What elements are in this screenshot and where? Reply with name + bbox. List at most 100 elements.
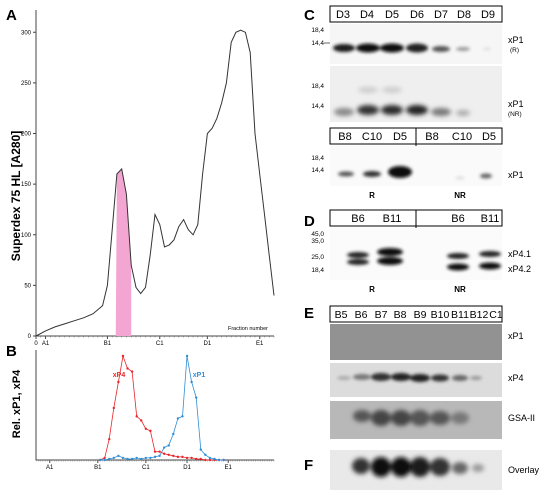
- point-xP4-13: [158, 450, 161, 453]
- point-xP1-8: [135, 456, 138, 460]
- lane-e-7: B12: [470, 309, 489, 321]
- point-xP1-10: [144, 456, 148, 460]
- point-xP1-20: [190, 380, 193, 384]
- lane-e-5: B10: [431, 309, 450, 321]
- chart-a: 0 50 100 150 200 250 300 0 A1 B1 C1 D1 E1 Superdex …: [9, 10, 275, 347]
- gel-c-bands-r: [333, 43, 491, 53]
- y-tick-label-a-3: 150: [21, 182, 32, 188]
- lane-c1-4: D7: [434, 9, 448, 21]
- label-e-0: xP1: [508, 331, 524, 341]
- y-tick-label-a-6: 300: [21, 30, 32, 36]
- chromatogram-line: [35, 29, 275, 337]
- mw-c3-1: 14,4: [311, 167, 324, 174]
- cond-d-r: R: [369, 285, 375, 294]
- point-xP4-22: [199, 457, 202, 461]
- lane-e-4: B9: [414, 309, 427, 321]
- lane-c3-3: B8: [425, 131, 438, 143]
- point-xP4-12: [153, 450, 157, 453]
- x-tick-label-b-2: C1: [142, 465, 150, 471]
- lane-c3-2: D5: [393, 131, 407, 143]
- point-xP1-6: [126, 457, 129, 461]
- lane-e-2: B7: [375, 309, 388, 321]
- x-tick-label-b-3: D1: [183, 465, 191, 471]
- y-tick-label-a-5: 250: [21, 81, 32, 87]
- lane-c3-0: B8: [338, 131, 351, 143]
- label-c2-sub: (NR): [508, 111, 522, 118]
- point-xP1-9: [140, 457, 143, 461]
- point-xP4-1: [103, 456, 106, 460]
- cond-c-nr: NR: [454, 191, 466, 200]
- gel-c-bands-nr: [334, 87, 470, 116]
- mw-c3-0: 18,4: [311, 155, 324, 162]
- x-tick-label-a-3: C1: [156, 341, 164, 347]
- point-xP4-18: [181, 455, 184, 459]
- point-xP4-7: [130, 370, 134, 373]
- lane-c1-3: D6: [410, 9, 424, 21]
- mw-c2-0: 18,4: [311, 83, 324, 90]
- mw-d-3: 18,4: [311, 267, 324, 274]
- y-tick-label-a-2: 100: [21, 233, 32, 239]
- gel-e-bands-xp4: [337, 373, 482, 382]
- lane-c3-5: D5: [482, 131, 496, 143]
- point-xP4-2: [108, 438, 111, 441]
- x-tick-label-a-0: 0: [34, 341, 38, 347]
- label-c1: xP1: [508, 35, 524, 45]
- panel-label-b: B: [6, 343, 17, 360]
- pink-highlight-area: [115, 168, 132, 336]
- x-axis-label-a: Fraction number: [228, 326, 268, 332]
- label-c1-sub: (R): [510, 47, 519, 54]
- lane-d-0: B6: [351, 213, 364, 225]
- lane-c1-0: D3: [336, 9, 350, 21]
- lane-e-1: B6: [355, 309, 368, 321]
- point-xP1-14: [162, 446, 166, 449]
- point-xP1-15: [167, 444, 170, 447]
- gel-c: D3 D4 D5 D6 D7 D8 D9 18,4 14,4 xP1 (R): [311, 5, 524, 200]
- panel-label-a: A: [6, 7, 17, 24]
- point-xP1-13: [158, 454, 161, 458]
- gel-f-bands: [352, 457, 484, 477]
- series-line-xP1: [100, 355, 224, 461]
- point-xP4-10: [144, 427, 148, 430]
- lane-c1-2: D5: [385, 9, 399, 21]
- y-tick-label-a-4: 200: [21, 132, 32, 138]
- point-xP1-21: [194, 396, 198, 399]
- cond-c-r: R: [369, 191, 375, 200]
- lane-c3-1: C10: [362, 131, 382, 143]
- y-tick-label-a-0: 0: [28, 334, 32, 340]
- lane-e-8: C1: [489, 309, 503, 321]
- mw-c1-1: 14,4: [311, 40, 324, 47]
- point-xP4-15: [167, 453, 170, 456]
- point-xP4-3: [112, 406, 116, 410]
- point-xP1-25: [213, 457, 216, 461]
- label-e-2: GSA-II: [508, 413, 535, 423]
- mw-c2-1: 14,4: [311, 103, 324, 110]
- gel-d-bands: [347, 248, 501, 271]
- point-xP1-1: [103, 458, 106, 462]
- point-xP1-0: [98, 458, 102, 462]
- point-xP4-11: [149, 429, 152, 433]
- point-xP4-5: [121, 354, 125, 358]
- label-d-0: xP4.1: [508, 249, 531, 259]
- x-tick-label-a-2: B1: [104, 341, 112, 347]
- lane-c1-6: D9: [481, 9, 495, 21]
- point-xP1-24: [208, 456, 212, 460]
- mw-d-1: 35,0: [311, 238, 324, 245]
- panel-label-f: F: [304, 457, 313, 474]
- gel-d: B6 B11 B6 B11 45,0 35,0 25,0 18,4 xP4.1 …: [311, 209, 531, 294]
- x-tick-label-b-1: B1: [94, 465, 102, 471]
- gel-e: B5 B6 B7 B8 B9 B10 B11 B12 C1 xP1 xP4 GSA-I: [329, 305, 535, 439]
- x-tick-label-b-0: A1: [46, 465, 54, 471]
- point-xP4-21: [194, 457, 198, 461]
- y-tick-label-a-1: 50: [24, 283, 31, 289]
- gel-e-bands-gsa: [353, 410, 469, 426]
- point-xP1-16: [172, 432, 175, 436]
- gel-c-bands-frac: [338, 166, 492, 180]
- point-xP1-17: [176, 417, 180, 420]
- lane-e-3: B8: [394, 309, 407, 321]
- point-xP1-5: [121, 456, 125, 460]
- point-xP4-17: [176, 455, 180, 459]
- point-xP4-16: [172, 454, 175, 458]
- lane-c1-5: D8: [457, 9, 471, 21]
- panel-label-c: C: [304, 7, 315, 24]
